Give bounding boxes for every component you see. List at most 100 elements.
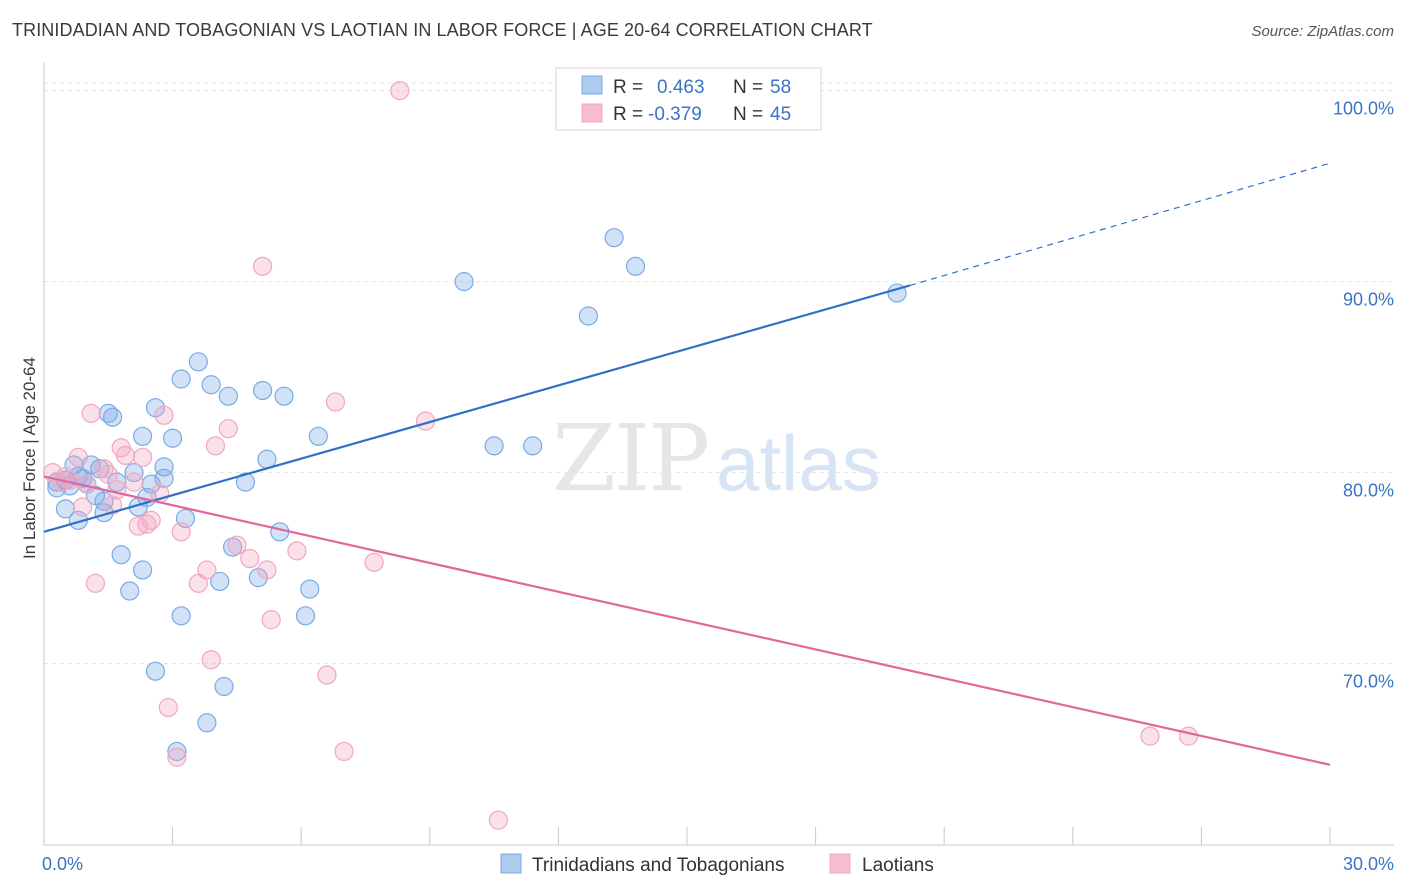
laotian-point-31 bbox=[257, 560, 277, 580]
y-tick-label-90: 90.0% bbox=[1343, 290, 1394, 310]
legend-r-value-2: -0.379 bbox=[648, 104, 702, 125]
trinidadian-point-19 bbox=[132, 426, 153, 446]
laotian-point-21 bbox=[167, 747, 187, 767]
watermark-zip: ZIP bbox=[552, 405, 708, 512]
laotian-point-41 bbox=[1140, 726, 1160, 746]
trinidadian-point-23 bbox=[154, 457, 174, 477]
legend-r-label-1: R = bbox=[613, 77, 643, 98]
laotian-point-42 bbox=[1178, 726, 1199, 746]
laotian-point-17 bbox=[141, 510, 161, 530]
trinidadian-point-24 bbox=[154, 468, 174, 488]
laotian-point-33 bbox=[287, 541, 307, 561]
laotian-point-36 bbox=[334, 741, 354, 762]
trinidadian-point-50 bbox=[604, 228, 624, 248]
trinidadian-point-33 bbox=[210, 571, 230, 592]
grid-lines bbox=[44, 82, 1394, 665]
laotian-point-26 bbox=[205, 436, 226, 456]
trinidadian-point-43 bbox=[295, 606, 316, 626]
laotian-point-12 bbox=[115, 445, 136, 466]
legend-n-value-2: 45 bbox=[770, 104, 791, 125]
x-tick-label-min: 0.0% bbox=[42, 854, 83, 874]
laotian-point-29 bbox=[240, 548, 260, 569]
bottom-legend-label-trinidadian: Trinidadians and Tobagonians bbox=[532, 855, 784, 876]
trinidadian-point-15 bbox=[120, 581, 140, 601]
laotian-point-20 bbox=[158, 697, 178, 718]
y-tick-labels: 70.0% 80.0% 90.0% 100.0% bbox=[1333, 99, 1394, 692]
laotian-point-27 bbox=[218, 419, 238, 439]
trinidadian-point-25 bbox=[163, 428, 183, 448]
trinidadian-trend-line bbox=[43, 284, 911, 533]
trinidadian-point-31 bbox=[197, 713, 217, 733]
y-axis-label: In Labor Force | Age 20-64 bbox=[20, 357, 39, 559]
legend-box: R = 0.463 N = 58 R = -0.379 N = 45 bbox=[555, 67, 822, 131]
legend-r-label-2: R = bbox=[613, 104, 643, 125]
laotian-point-23 bbox=[188, 573, 208, 593]
trinidadian-point-18 bbox=[132, 560, 153, 580]
watermark-atlas: atlas bbox=[716, 419, 881, 507]
trinidadian-point-30 bbox=[188, 352, 208, 372]
laotian-point-24 bbox=[197, 560, 217, 580]
laotian-point-3 bbox=[68, 447, 88, 467]
trinidadian-point-46 bbox=[454, 272, 474, 292]
legend-swatch-trinidadian bbox=[581, 75, 603, 95]
trinidadian-point-42 bbox=[274, 386, 294, 406]
x-tick-label-max: 30.0% bbox=[1343, 854, 1394, 874]
laotian-point-25 bbox=[201, 650, 221, 670]
trinidadian-point-51 bbox=[625, 256, 646, 276]
axes bbox=[43, 62, 1394, 846]
laotian-point-44 bbox=[98, 464, 118, 485]
bottom-legend-swatch-laotian bbox=[829, 853, 851, 874]
watermark: ZIP atlas bbox=[552, 405, 881, 512]
trinidadian-point-2 bbox=[55, 499, 76, 519]
laotian-point-35 bbox=[325, 392, 346, 412]
laotian-point-40 bbox=[488, 810, 508, 830]
bottom-legend-swatch-trinidadian bbox=[500, 853, 522, 874]
laotian-point-34 bbox=[317, 665, 337, 685]
trinidadian-trend-extension bbox=[909, 162, 1331, 287]
bottom-legend-label-laotian: Laotians bbox=[862, 855, 934, 876]
legend-n-label-2: N = bbox=[733, 104, 763, 125]
trinidadian-point-27 bbox=[171, 606, 191, 626]
bottom-legend: Trinidadians and Tobagonians Laotians bbox=[500, 853, 934, 876]
trinidadian-point-14 bbox=[111, 545, 131, 565]
chart-title: TRINIDADIAN AND TOBAGONIAN VS LAOTIAN IN… bbox=[12, 20, 873, 40]
laotian-point-37 bbox=[364, 552, 384, 572]
legend-swatch-laotian bbox=[581, 103, 603, 123]
laotian-point-22 bbox=[171, 522, 191, 542]
laotian-point-28 bbox=[227, 535, 247, 555]
laotian-point-15 bbox=[132, 447, 153, 467]
trinidadian-point-45 bbox=[308, 426, 328, 446]
trinidadian-point-12 bbox=[102, 407, 123, 427]
laotian-point-30 bbox=[253, 256, 273, 276]
laotian-point-32 bbox=[261, 610, 281, 630]
legend-n-value-1: 58 bbox=[770, 77, 791, 98]
trinidadian-point-44 bbox=[300, 579, 320, 599]
data-points bbox=[42, 81, 1199, 830]
trinidadian-point-28 bbox=[171, 369, 191, 389]
laotian-point-7 bbox=[85, 573, 106, 593]
trend-lines bbox=[43, 162, 1331, 766]
laotian-trend-line bbox=[43, 475, 1331, 766]
trinidadian-point-34 bbox=[214, 676, 234, 697]
trinidadian-point-47 bbox=[484, 436, 504, 456]
legend-n-label-1: N = bbox=[733, 77, 763, 98]
laotian-point-9 bbox=[102, 495, 123, 515]
legend-r-value-1: 0.463 bbox=[657, 77, 705, 98]
trinidadian-point-32 bbox=[201, 375, 221, 395]
laotian-point-4 bbox=[72, 497, 93, 517]
y-tick-label-100: 100.0% bbox=[1333, 99, 1394, 119]
trinidadian-point-22 bbox=[145, 661, 166, 681]
laotian-point-6 bbox=[81, 403, 101, 423]
y-tick-label-70: 70.0% bbox=[1343, 672, 1394, 692]
y-tick-label-80: 80.0% bbox=[1343, 481, 1394, 501]
source-label: Source: ZipAtlas.com bbox=[1251, 23, 1394, 40]
trinidadian-point-48 bbox=[523, 436, 543, 456]
trinidadian-point-35 bbox=[218, 386, 238, 406]
laotian-point-13 bbox=[124, 472, 144, 492]
laotian-point-38 bbox=[390, 81, 410, 101]
trinidadian-point-26 bbox=[167, 741, 187, 762]
trinidadian-point-39 bbox=[253, 380, 273, 401]
trinidadian-point-49 bbox=[578, 306, 599, 326]
laotian-point-19 bbox=[154, 405, 174, 425]
